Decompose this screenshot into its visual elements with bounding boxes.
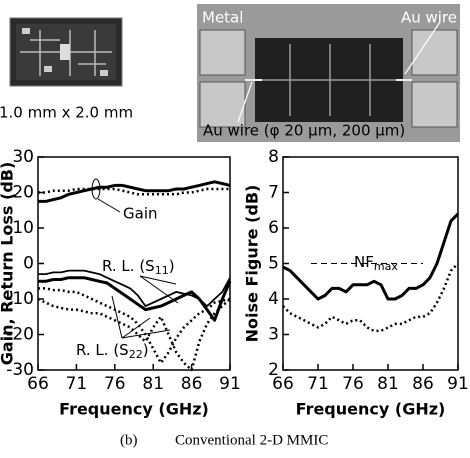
au-wire-label: Au wire [401,9,457,27]
y-tick-label: 6 [268,218,279,238]
x-tick-label: 81 [142,374,164,394]
y-tick-label: 10 [12,218,34,238]
s11-pointer [139,275,179,304]
nf-text: NF [354,253,374,271]
metal-label: Metal [202,9,243,27]
x-tick-label: 91 [219,374,241,394]
y-tick-label: 3 [268,325,279,345]
s22-annotation: R. L. (S22) [76,341,149,362]
s22-pointer [111,295,171,339]
module-photo [197,4,460,142]
nf-annotation: NFmax [354,253,398,274]
series-line [38,187,230,196]
x-tick-label: 76 [104,374,126,394]
y-tick-label: 0 [23,254,34,274]
x-tick-label: 81 [377,374,399,394]
x-axis-title: Frequency (GHz) [296,400,446,419]
x-tick-label: 86 [412,374,434,394]
y-tick-label: 8 [268,147,279,167]
x-axis-title: Frequency (GHz) [59,400,209,419]
y-tick-label: 7 [268,183,279,203]
gain-pointer [97,198,121,213]
x-tick-label: 66 [27,374,49,394]
series-line [38,276,232,322]
y-tick-label: 20 [12,183,34,203]
y-tick-label: 4 [268,289,279,309]
s11-sub: 11 [155,264,169,277]
chip-size: 1.0 mm x 2.0 mm [0,104,133,122]
gain-annotation: Gain [123,205,158,223]
y-tick-label: 2 [268,360,279,380]
s11-tail: ) [169,257,175,275]
x-tick-label: 86 [181,374,203,394]
nf-sub: max [374,260,398,273]
x-tick-label: 66 [272,374,294,394]
s22-sub: 22 [129,348,143,361]
caption-label: (b) [120,432,138,448]
y-tick-label: -30 [6,360,34,380]
series-line [38,287,231,365]
y-tick-label: -20 [6,325,34,345]
chip-photo [9,17,123,87]
au-wire-detail: Au wire (φ 20 μm, 200 μm) [203,122,405,140]
series-line [282,262,459,333]
s22-text: R. L. (S [76,341,129,359]
x-tick-label: 91 [447,374,469,394]
y-tick-label: -10 [6,289,34,309]
y-tick-label: 5 [268,254,279,274]
y-axis-title: Gain, Return Loss (dB) [0,162,17,366]
s11-annotation: R. L. (S11) [102,257,175,278]
x-tick-label: 71 [307,374,329,394]
y-axis-title: Noise Figure (dB) [243,185,262,343]
series-line [282,212,460,301]
s22-tail: ) [143,341,149,359]
caption-text: Conventional 2-D MMIC [175,432,328,448]
series-line [38,180,231,203]
x-tick-label: 76 [342,374,364,394]
series-line [38,269,231,307]
s11-text: R. L. (S [102,257,155,275]
y-tick-label: 30 [12,147,34,167]
x-tick-label: 71 [66,374,88,394]
